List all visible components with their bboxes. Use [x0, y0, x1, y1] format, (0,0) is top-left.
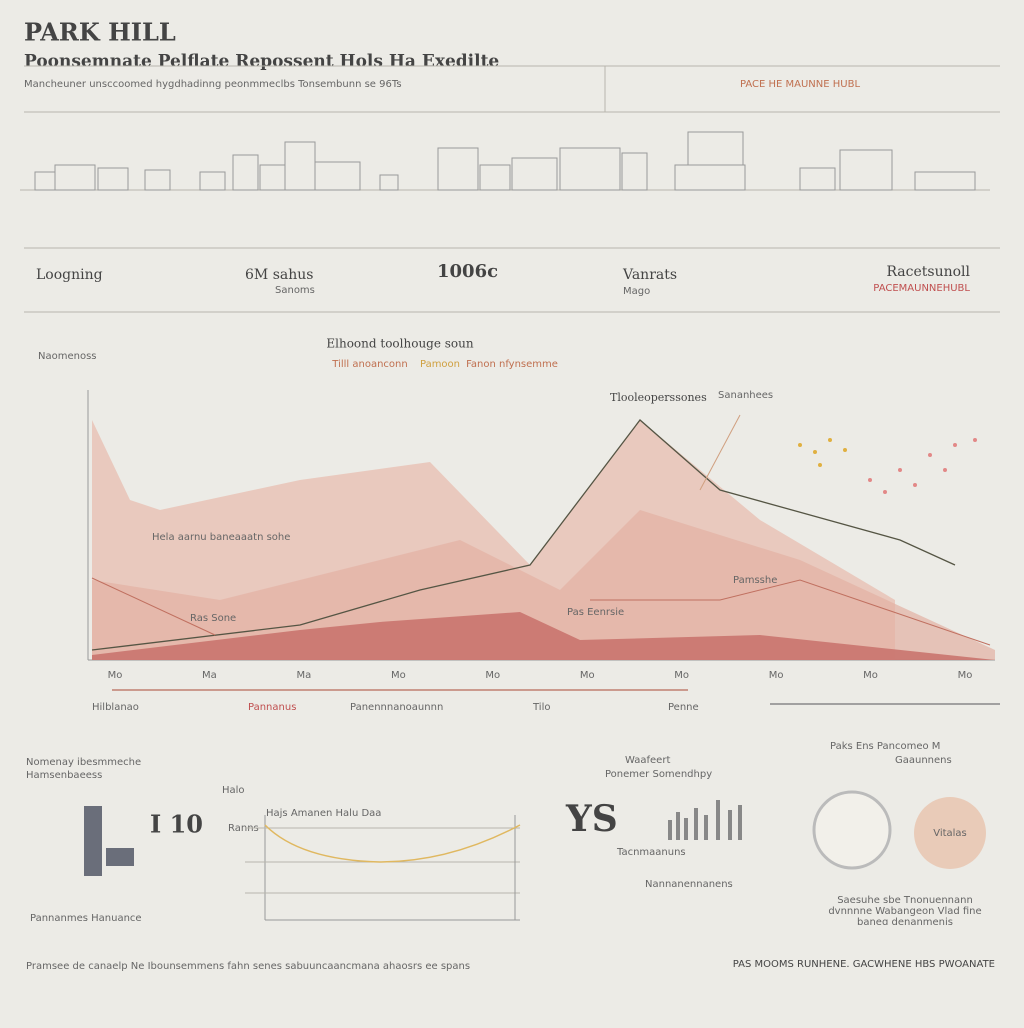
footer-label: Tilo	[532, 702, 550, 713]
stats: Loogning 6M sahus Sanoms 1006c Vanrats M…	[36, 261, 971, 297]
annotation: Ras Sone	[190, 613, 236, 624]
trend-line	[91, 419, 956, 651]
annotation: Pamsshe	[733, 575, 777, 586]
panel-note: Tacnmaanuns	[616, 847, 686, 858]
figure-shape	[106, 848, 134, 866]
annotation: Hela aarnu baneaaatn sohe	[152, 532, 290, 543]
tag: PACE HE MAUNNE HUBL	[740, 79, 860, 90]
footer-label: Penne	[668, 702, 699, 713]
panel: Halo Hajs Amanen Halu Daa Ranns	[222, 785, 521, 921]
panel-figure: YS	[565, 798, 618, 840]
panel: Waafeert Ponemer Somendhpy YS Tacnmaanun…	[565, 755, 742, 890]
panel-note: Pannanmes Hanuance	[30, 913, 142, 924]
stat-label: Racetsunoll	[886, 264, 970, 280]
title: PARK HILL	[24, 18, 176, 47]
stat-sub: Sanoms	[275, 285, 315, 296]
legend-entry: Pamoon	[420, 359, 460, 370]
panel: Nomenay ibesmmeche Hamsenbaeess I 10 Pan…	[26, 757, 470, 972]
chart-title: Elhoond toolhouge soun	[326, 337, 474, 351]
stat-label: 1006c	[437, 261, 498, 282]
x-tick-label: Mo	[108, 670, 123, 681]
annotation: Pas Eenrsie	[567, 607, 624, 618]
x-tick-label: Mo	[485, 670, 500, 681]
legend-entry: Fanon nfynsemme	[466, 359, 558, 370]
annotation: Sananhees	[718, 390, 773, 401]
stat-label: Loogning	[36, 267, 103, 283]
stat-label: 6M sahus	[245, 267, 313, 283]
chart-title: Hajs Amanen Halu Daa	[266, 808, 381, 819]
panel-note: Saesuhe sbe Tnonuennann dvnnnne Wabangeo…	[828, 895, 982, 925]
main-chart: Elhoond toolhouge soun Tilll anoanconn P…	[38, 337, 1000, 713]
caption: Mancheuner unsccoomed hygdhadinng peonmm…	[24, 79, 402, 90]
panel-subtitle: Gaaunnens	[895, 755, 952, 766]
panel: Paks Ens Pancomeo M Gaaunnens Vitalas Sa…	[733, 741, 995, 970]
figure-shape	[84, 806, 102, 876]
panel-figure: I 10	[150, 810, 203, 839]
panel-title: Halo	[222, 785, 245, 796]
x-tick-label: Ma	[297, 670, 312, 681]
panel-footer: Nannanennanens	[645, 879, 733, 890]
footer-label: Panennnanoaunnn	[350, 702, 443, 713]
y-label: Naomenoss	[38, 351, 97, 362]
badge-circle	[914, 797, 986, 869]
panel-footer: Pramsee de canaelp Ne Ibounsemmens fahn …	[26, 961, 470, 972]
trend-line	[699, 414, 741, 491]
x-tick-label: Mo	[580, 670, 595, 681]
x-tick-label: Mo	[863, 670, 878, 681]
stat-sub: PACEMAUNNEHUBL	[873, 283, 970, 294]
x-tick-label: Ma	[202, 670, 217, 681]
panel-subtitle: Ponemer Somendhpy	[605, 769, 712, 780]
panel-footer: PAS MOOMS RUNHENE. GACWHENE HBS PWOANATE	[733, 959, 995, 970]
panel-title: Paks Ens Pancomeo M	[830, 741, 940, 752]
stat-label: Vanrats	[622, 267, 677, 283]
area	[92, 510, 995, 660]
scatter-cluster	[798, 438, 847, 467]
x-tick-label: Mo	[674, 670, 689, 681]
trend-line	[91, 577, 991, 646]
legend-entry: Tilll anoanconn	[331, 359, 407, 370]
stat-sub: Mago	[623, 286, 650, 297]
panel-title: Nomenay ibesmmeche	[26, 757, 141, 768]
footer-label: Hilblanao	[92, 702, 139, 713]
curve	[264, 824, 521, 863]
y-label: Ranns	[228, 823, 259, 834]
scatter-cluster	[868, 438, 977, 494]
panel-title: Waafeert	[625, 755, 670, 766]
x-tick-label: Mo	[391, 670, 406, 681]
subtitle: Poonsemnate Pelflate Repossent Hols Ha E…	[24, 52, 499, 72]
skyline	[34, 131, 976, 191]
bar-glyph	[668, 800, 742, 840]
annotation: Tlooleoperssones	[610, 391, 707, 404]
panel-subtitle: Hamsenbaeess	[26, 770, 102, 781]
x-tick-label: Mo	[769, 670, 784, 681]
area	[92, 612, 995, 660]
panel-note-box: Saesuhe sbe Tnonuennann dvnnnne Wabangeo…	[828, 895, 982, 925]
footer-label: Pannanus	[248, 702, 296, 713]
x-labels: Mo Ma Ma Mo Mo Mo Mo Mo Mo Mo	[108, 670, 973, 681]
badge: Vitalas	[933, 828, 967, 839]
dial	[812, 790, 892, 870]
x-tick-label: Mo	[958, 670, 973, 681]
